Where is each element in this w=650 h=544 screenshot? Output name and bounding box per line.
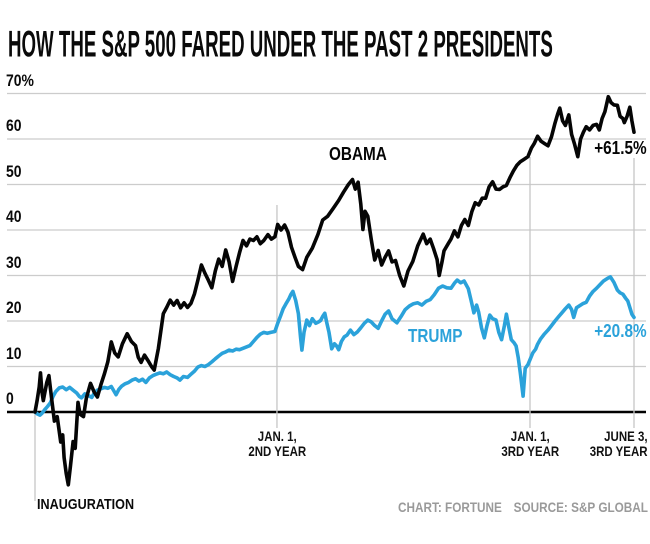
x-axis-label-jan1-3rd-year: JAN. 1, 3RD YEAR — [450, 429, 610, 459]
y-tick-text: 70% — [6, 70, 34, 90]
x-axis-label-inauguration: INAUGURATION — [37, 496, 135, 513]
trump-final-value: +20.8% — [594, 321, 647, 341]
source-credit: SOURCE: S&P GLOBAL — [513, 499, 648, 515]
y-tick-text: 60 — [6, 116, 22, 135]
y-tick-text: 10 — [6, 343, 22, 363]
series-line-obama — [33, 94, 636, 487]
trump-series-label: TRUMP — [408, 326, 463, 346]
y-tick-text: 40 — [6, 207, 22, 226]
y-tick-label-20: 20 — [6, 299, 25, 316]
y-tick-label-30: 30 — [6, 254, 25, 271]
x-axis-label-text: JAN. 1, 2ND YEAR — [248, 428, 306, 459]
x-axis-label-text: JAN. 1, 3RD YEAR — [501, 428, 559, 459]
y-tick-label-0: 0 — [6, 390, 15, 407]
y-tick-label-40: 40 — [6, 208, 25, 225]
y-tick-text: 50 — [6, 161, 22, 181]
y-tick-label-10: 10 — [6, 345, 25, 362]
y-tick-text: 30 — [6, 252, 22, 272]
chart-credit: CHART: FORTUNE — [398, 499, 502, 515]
chart-title: HOW THE S&P 500 FARED UNDER THE PAST 2 P… — [8, 24, 553, 66]
x-axis-label-june3-3rd-year: JUNE 3, 3RD YEAR — [488, 429, 648, 459]
series-line-trump — [33, 275, 636, 417]
y-tick-text: 0 — [6, 389, 14, 408]
y-tick-label-60: 60 — [6, 117, 25, 134]
x-axis-label-jan1-2nd-year: JAN. 1, 2ND YEAR — [197, 429, 357, 459]
y-tick-label-50: 50 — [6, 163, 25, 180]
y-tick-text: 20 — [6, 298, 22, 317]
x-axis-label-text: JUNE 3, 3RD YEAR — [590, 428, 648, 459]
obama-series-label: OBAMA — [329, 144, 387, 164]
y-tick-label-70: 70% — [6, 72, 40, 89]
obama-final-value: +61.5% — [594, 138, 647, 158]
